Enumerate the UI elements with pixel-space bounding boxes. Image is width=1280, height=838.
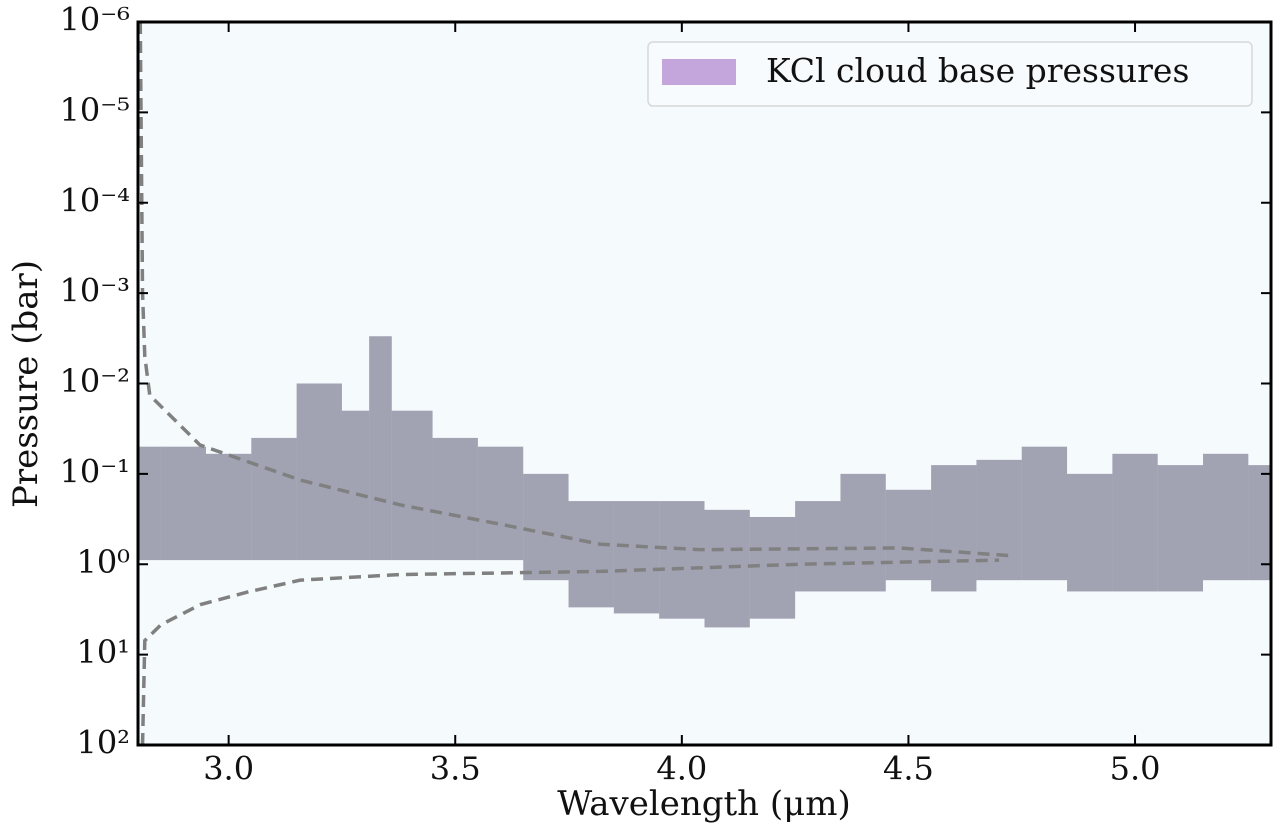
contribution-cell: [160, 446, 206, 561]
contribution-cell: [1248, 465, 1271, 581]
contribution-cell: [138, 446, 161, 561]
y-tick-label: 10⁻⁵: [60, 91, 130, 129]
contribution-cell: [432, 437, 478, 561]
contribution-cell: [341, 410, 370, 561]
contribution-cell: [1021, 446, 1068, 581]
contribution-cell: [523, 473, 569, 581]
contribution-cell: [1067, 473, 1113, 592]
dashed-curve: [140, 558, 1000, 745]
x-axis-label: Wavelength (μm): [557, 784, 850, 824]
legend: KCl cloud base pressures: [647, 41, 1253, 107]
contribution-cell: [369, 336, 392, 561]
contribution-cell: [795, 501, 841, 592]
plot-background: [138, 22, 1271, 745]
x-tick-label: 5.0: [1110, 750, 1161, 788]
plot-area: [138, 22, 1271, 745]
contribution-cell: [1157, 465, 1204, 592]
contribution-cell: [931, 465, 977, 592]
contribution-cell: [477, 446, 524, 561]
y-tick-label: 10¹: [76, 633, 130, 671]
contribution-cell: [885, 489, 932, 581]
y-tick-label: 10⁻⁴: [60, 181, 130, 219]
legend-label: KCl cloud base pressures: [766, 51, 1189, 90]
contribution-cell: [840, 473, 886, 592]
y-tick-label: 10⁰: [76, 543, 130, 581]
y-tick-label: 10⁻⁶: [60, 1, 130, 39]
y-tick-label: 10²: [76, 724, 130, 762]
x-tick-label: 4.0: [656, 750, 707, 788]
contribution-cell: [1203, 453, 1249, 581]
contribution-cell: [659, 501, 705, 619]
y-tick-label: 10⁻²: [60, 362, 130, 400]
contribution-cell: [296, 383, 342, 561]
y-tick-label: 10⁻³: [60, 272, 130, 310]
y-axis-label: Pressure (bar): [6, 260, 46, 508]
contribution-cell: [251, 437, 297, 561]
contribution-cell: [205, 453, 252, 561]
axes: 3.0 3.5 4.0 4.5 5.0 10⁻⁶ 10⁻⁵ 10⁻⁴ 10⁻³ 10⁻² 10⁻¹ 1…: [60, 1, 1271, 788]
contribution-cell: [613, 501, 660, 614]
dashed-curve: [138, 22, 1009, 558]
x-tick-label: 3.5: [430, 750, 481, 788]
legend-swatch: [662, 59, 736, 85]
x-tick-label: 4.5: [883, 750, 934, 788]
contribution-cell: [749, 516, 796, 619]
contribution-cell: [568, 501, 614, 608]
x-tick-label: 3.0: [203, 750, 254, 788]
y-tick-label: 10⁻¹: [60, 452, 130, 490]
frame: [136, 20, 1273, 747]
contribution-cell: [391, 410, 433, 561]
contribution-cell: [1112, 453, 1158, 592]
legend-box: [647, 41, 1253, 107]
